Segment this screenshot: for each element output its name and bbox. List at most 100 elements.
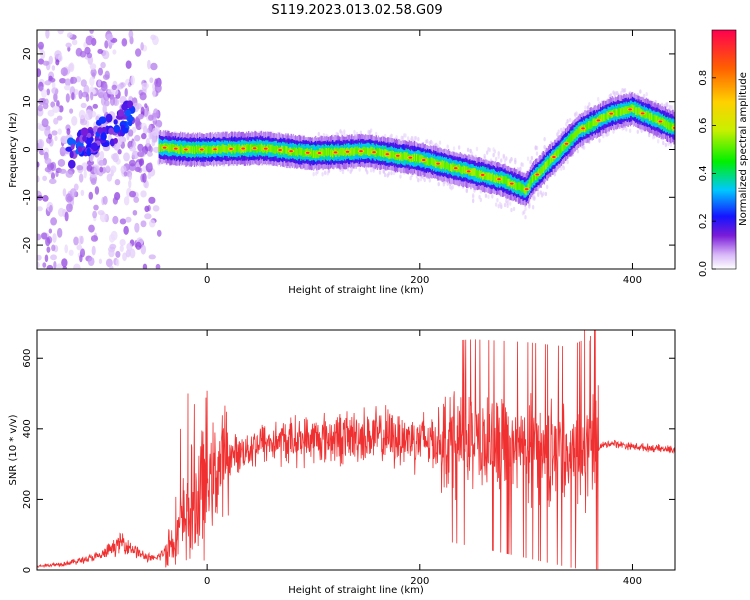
spectrogram-cell	[406, 136, 410, 141]
spectrogram-cell	[208, 145, 211, 154]
spectrogram-cell	[37, 104, 43, 112]
spectrogram-cell	[566, 159, 569, 165]
spectrogram-cell	[69, 108, 74, 114]
spectrogram-cell	[117, 109, 125, 117]
spectrogram-cell	[369, 168, 373, 173]
spectrogram-cell	[669, 142, 673, 147]
spectrogram-cell	[462, 165, 465, 173]
spectrogram-cell	[59, 77, 67, 84]
spectrogram-y-label: Frequency (Hz)	[8, 112, 19, 188]
spectrogram-cell	[121, 127, 129, 134]
spectrogram-cell	[575, 111, 578, 116]
spectrogram-cell	[466, 147, 470, 153]
spectrogram-cell	[479, 197, 483, 203]
spectrogram-cell	[117, 135, 123, 146]
spectrogram-cell	[46, 264, 54, 269]
spectrogram-cell	[317, 152, 322, 155]
spectrogram-cell	[112, 152, 119, 163]
spectrogram-cell	[578, 126, 581, 135]
spectrogram-cell	[607, 112, 609, 121]
spectrogram-cell	[171, 143, 173, 152]
spectrogram-cell	[182, 146, 184, 155]
spectrogram-cell	[128, 172, 133, 181]
spectrogram-cell	[301, 147, 303, 156]
spectrogram-cell	[591, 120, 593, 129]
spectrogram-cell	[317, 131, 320, 137]
spectrogram-cell	[593, 118, 595, 126]
spectrogram-cell	[132, 209, 138, 216]
spectrogram-cell	[385, 153, 390, 156]
snr-y-ticks: 0 200 400 600	[22, 349, 675, 573]
spectrogram-cell	[188, 145, 190, 154]
spectrogram-cell	[108, 233, 115, 243]
spectrogram-cell	[427, 158, 430, 166]
spectrogram-cell	[570, 134, 572, 143]
x-tick-label: 0	[204, 275, 210, 286]
spectrogram-cell	[248, 143, 250, 152]
spectrogram-cell	[98, 116, 107, 124]
spectrogram-cell	[590, 121, 592, 129]
spectrogram-cell	[658, 120, 663, 123]
spectrogram-cell	[340, 147, 342, 156]
spectrogram-cell	[51, 130, 58, 136]
spectrogram-cell	[205, 146, 207, 155]
spectrogram-cell	[92, 103, 98, 109]
spectrogram-cell	[220, 145, 222, 154]
spectrogram-cell	[472, 168, 474, 177]
spectrogram-cell	[46, 88, 51, 96]
spectrogram-cell	[110, 165, 117, 174]
spectrogram-cell	[605, 113, 607, 122]
spectrogram-cell	[97, 67, 104, 76]
spectrogram-cell	[442, 161, 444, 169]
spectrogram-cell	[633, 105, 636, 113]
spectrogram-cell	[433, 158, 435, 167]
spectrogram-cell	[560, 166, 563, 171]
spectrogram-cell	[143, 125, 148, 136]
spectrogram-cell	[127, 120, 133, 127]
spectrogram-cell	[417, 155, 419, 164]
spectrogram-cell	[50, 254, 57, 261]
spectrogram-cell	[125, 216, 132, 223]
spectrogram-cell	[311, 150, 314, 159]
spectrogram-cell	[446, 161, 449, 170]
spectrogram-cell	[526, 156, 530, 161]
spectrogram-cell	[148, 124, 152, 134]
spectrogram-cell	[46, 246, 51, 253]
spectrogram-cell	[372, 168, 375, 173]
spectrogram-cell	[457, 145, 461, 150]
spectrogram-cell	[430, 157, 433, 165]
spectrogram-cell	[57, 207, 65, 217]
y-tick-label: -10	[22, 189, 33, 205]
spectrogram-cell	[528, 179, 531, 188]
spectrogram-cell	[286, 146, 288, 154]
spectrogram-cell	[352, 147, 354, 156]
y-tick-label: 20	[22, 48, 33, 61]
spectrogram-cell	[340, 130, 343, 136]
spectrogram-cell	[623, 88, 627, 93]
spectrogram-cell	[506, 203, 509, 209]
spectrogram-cell	[512, 181, 515, 190]
spectrogram-cell	[152, 205, 160, 212]
spectrogram-cell	[55, 59, 60, 66]
spectrogram-cell	[646, 111, 649, 119]
spectrogram-cell	[666, 120, 669, 128]
spectrogram-cell	[329, 149, 332, 158]
spectrogram-cell	[71, 39, 78, 46]
spectrogram-cell	[102, 195, 108, 205]
spectrogram-cell	[556, 148, 558, 157]
spectrogram-cell	[124, 109, 132, 117]
spectrogram-cell	[445, 161, 448, 169]
spectrogram-cell	[192, 144, 195, 153]
spectrogram-cell	[295, 147, 298, 156]
spectrogram-cell	[65, 93, 70, 103]
spectrogram-cell	[134, 117, 141, 127]
spectrogram-cell	[42, 60, 50, 66]
spectrogram-cell	[117, 149, 122, 155]
spectrogram-cell	[50, 172, 56, 180]
spectrogram-cell	[235, 144, 237, 153]
spectrogram-cell	[207, 145, 209, 154]
spectrogram-cell	[65, 42, 72, 48]
spectrogram-cell	[451, 184, 454, 190]
spectrogram-cell	[133, 196, 140, 203]
spectrogram-cell	[417, 178, 420, 183]
